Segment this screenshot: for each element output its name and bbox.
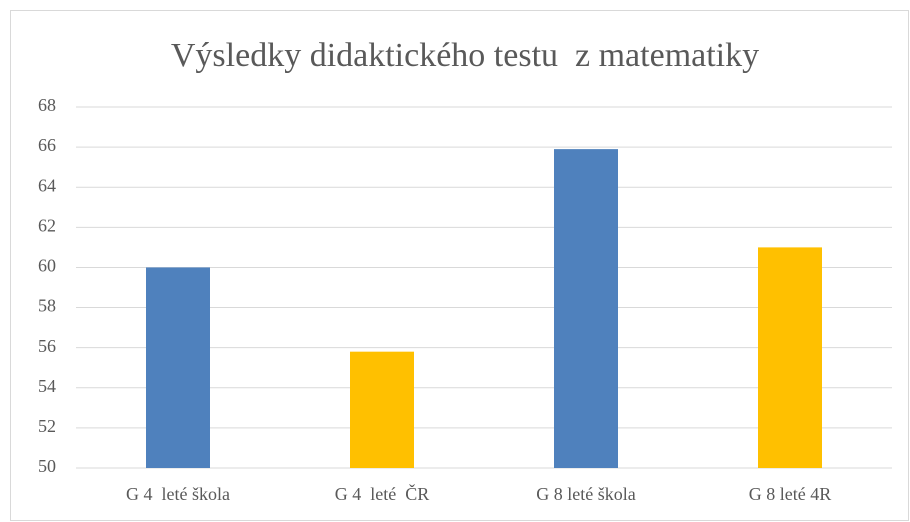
y-tick-label: 68 [38, 95, 56, 115]
y-tick-label: 54 [38, 376, 56, 396]
chart-title: Výsledky didaktického testu z matematiky [171, 37, 759, 74]
bar [350, 351, 414, 468]
x-tick-label: G 8 leté 4R [749, 484, 832, 504]
bar [146, 267, 210, 468]
y-tick-label: 64 [38, 175, 56, 195]
x-tick-label: G 4 leté ČR [335, 483, 430, 504]
bar [554, 149, 618, 468]
x-tick-label: G 4 leté škola [126, 484, 230, 504]
y-tick-label: 56 [38, 336, 56, 356]
y-tick-label: 62 [38, 215, 56, 235]
bar [758, 247, 822, 468]
y-tick-label: 66 [38, 135, 56, 155]
y-tick-label: 52 [38, 416, 56, 436]
y-tick-label: 50 [38, 456, 56, 476]
y-tick-label: 58 [38, 296, 56, 316]
y-tick-label: 60 [38, 256, 56, 276]
x-tick-label: G 8 leté škola [536, 484, 635, 504]
